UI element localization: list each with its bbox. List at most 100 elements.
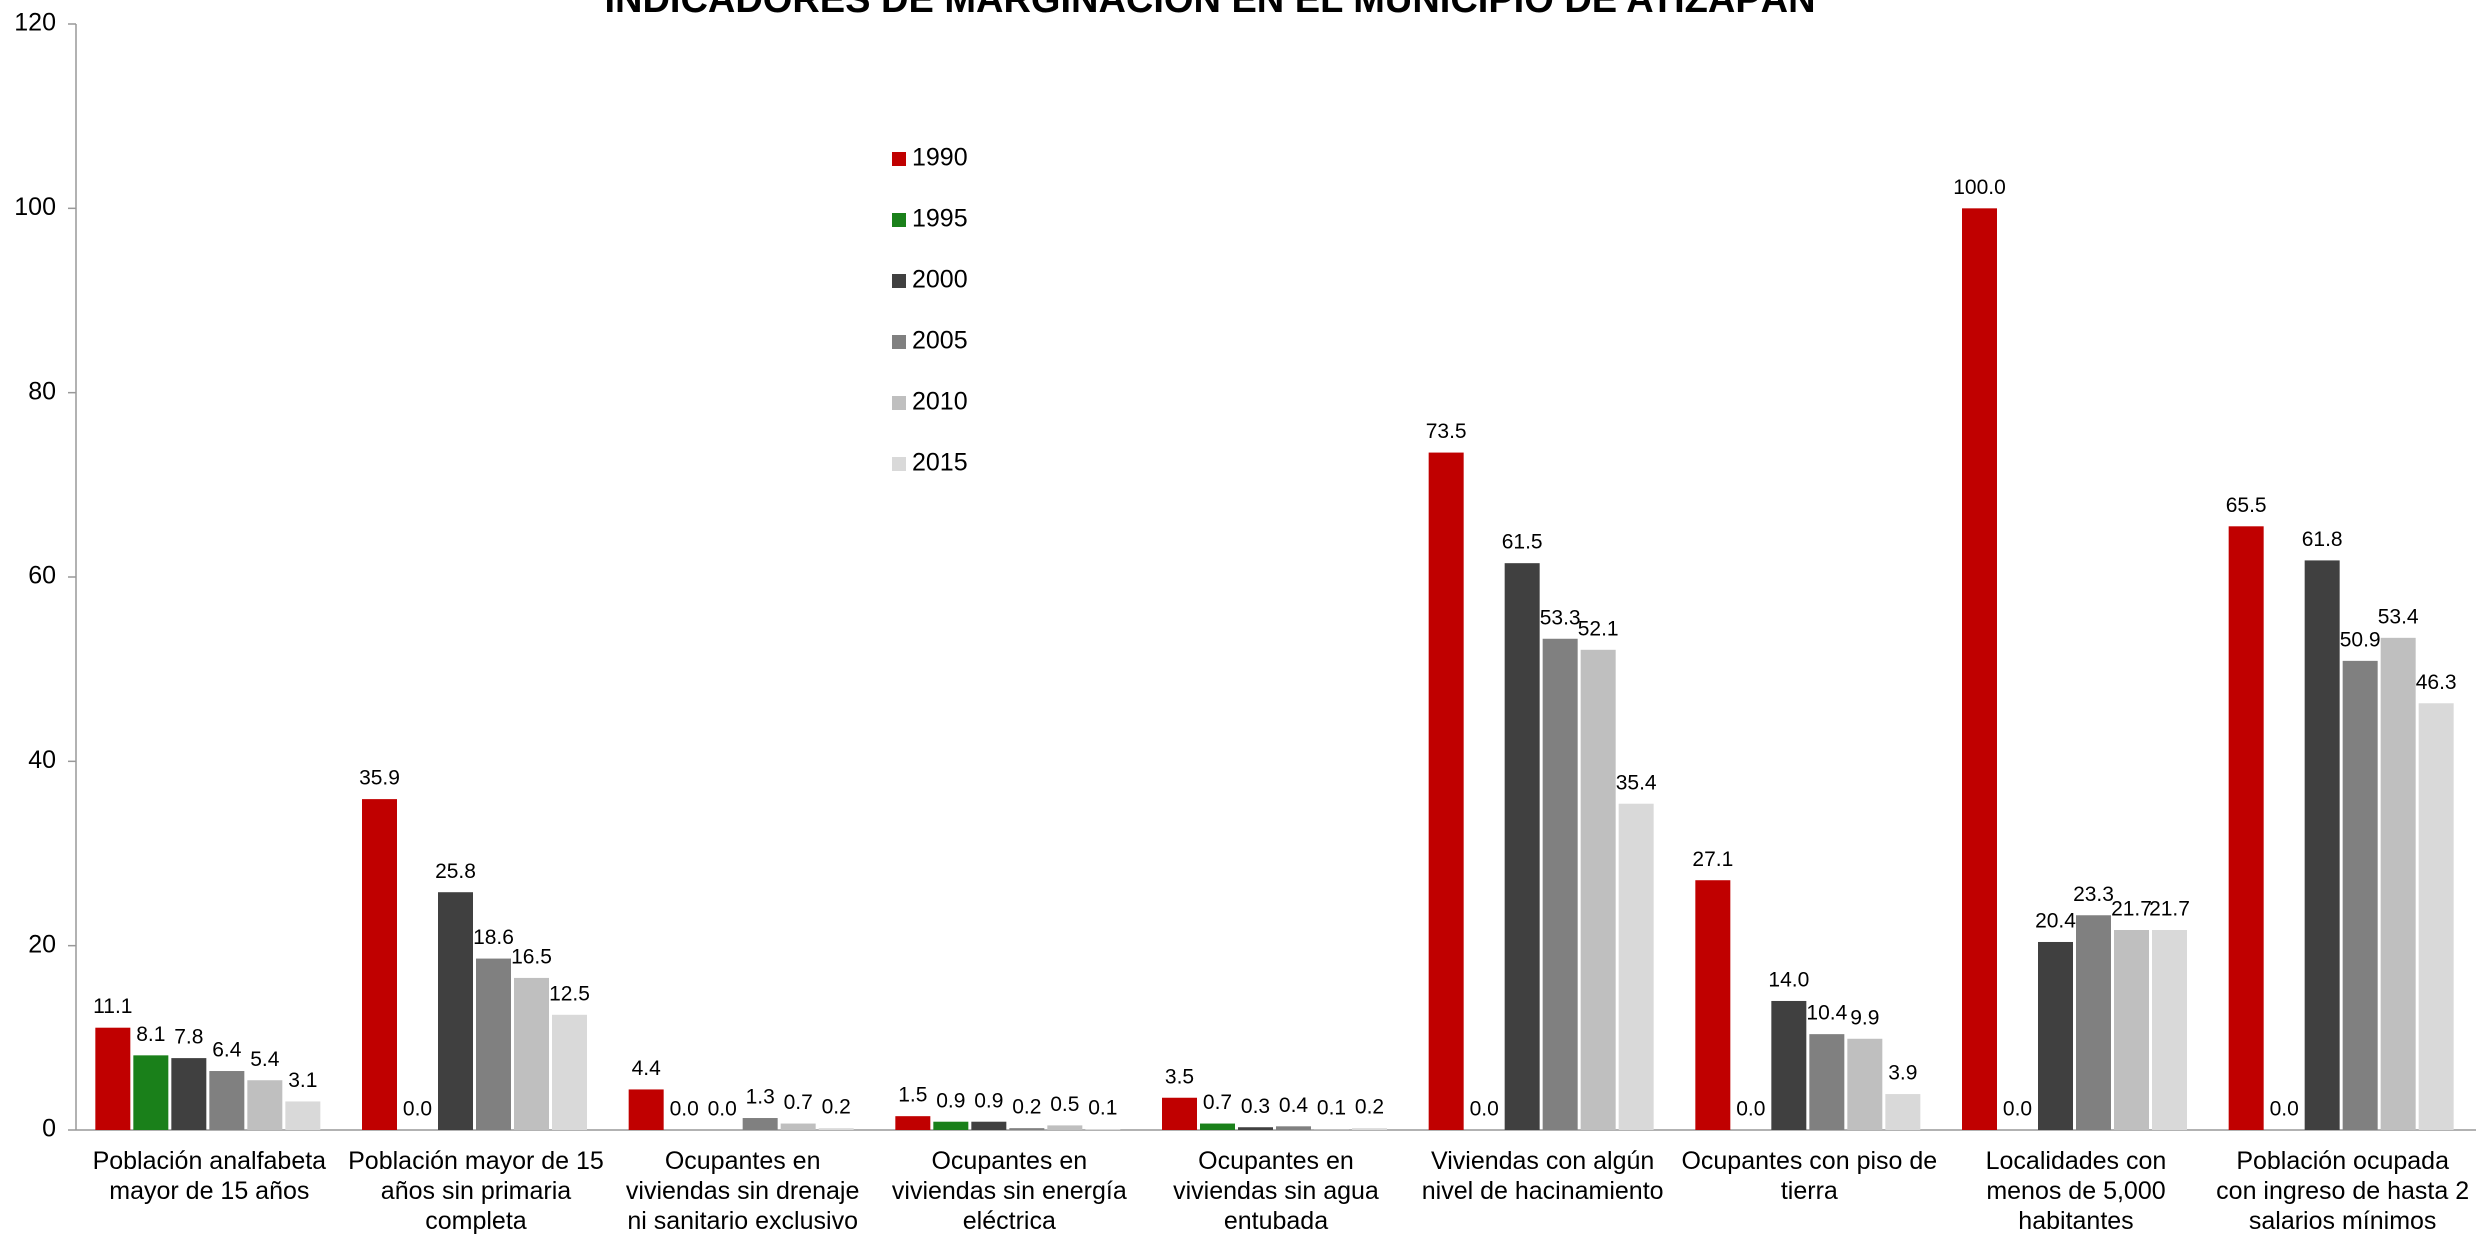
data-label: 0.4	[1279, 1094, 1309, 1117]
y-tick-label: 20	[28, 930, 56, 958]
legend-label: 1990	[912, 144, 968, 172]
data-label: 3.9	[1888, 1062, 1917, 1085]
x-tick-label: Ocupantes en viviendas sin agua entubada	[1173, 1147, 1379, 1235]
bar	[1238, 1127, 1273, 1130]
data-label: 61.8	[2302, 528, 2343, 551]
legend-swatch	[892, 213, 906, 227]
bar	[971, 1121, 1007, 1130]
legend-swatch	[892, 396, 906, 410]
legend-label: 2010	[912, 388, 968, 416]
bar	[1085, 1129, 1121, 1130]
bar	[2380, 637, 2416, 1130]
bar	[171, 1058, 207, 1130]
bar	[1200, 1123, 1235, 1130]
bar	[133, 1055, 169, 1130]
bar	[1618, 803, 1654, 1130]
bar	[2076, 915, 2111, 1130]
bar	[628, 1089, 664, 1130]
bar	[438, 892, 473, 1130]
data-label: 46.3	[2416, 671, 2457, 694]
legend-swatch	[892, 152, 906, 166]
data-label: 65.5	[2226, 494, 2267, 517]
data-label: 0.2	[1355, 1096, 1384, 1119]
legend-swatch	[892, 274, 906, 288]
bar	[95, 1027, 131, 1130]
bar	[2152, 929, 2187, 1130]
data-label: 61.5	[1502, 531, 1543, 554]
bar	[933, 1121, 969, 1130]
legend-label: 2015	[912, 449, 968, 477]
bar	[1962, 208, 1997, 1131]
bar	[1771, 1000, 1807, 1130]
bar	[1428, 452, 1464, 1130]
data-label: 21.7	[2149, 898, 2190, 921]
data-label: 0.0	[403, 1098, 432, 1121]
bar	[1162, 1097, 1197, 1130]
data-label: 7.8	[174, 1026, 203, 1049]
data-label: 0.0	[1736, 1098, 1765, 1121]
data-label: 0.2	[1012, 1096, 1041, 1119]
data-label: 53.4	[2378, 605, 2419, 628]
data-label: 0.3	[1241, 1095, 1270, 1118]
bar	[1580, 649, 1616, 1130]
data-label: 0.0	[1470, 1098, 1499, 1121]
data-label: 73.5	[1426, 420, 1467, 443]
data-label: 100.0	[1953, 176, 2006, 199]
bar	[1847, 1038, 1883, 1130]
bar	[362, 799, 397, 1130]
data-label: 0.5	[1050, 1093, 1079, 1116]
bar	[742, 1118, 778, 1130]
data-label: 0.0	[2270, 1098, 2299, 1121]
bar	[2228, 526, 2264, 1130]
x-tick-label: Ocupantes en viviendas sin drenaje ni sa…	[625, 1147, 860, 1235]
data-label: 27.1	[1692, 848, 1733, 871]
data-label: 5.4	[250, 1048, 280, 1071]
bar	[1809, 1034, 1845, 1130]
data-label: 20.4	[2035, 910, 2076, 933]
data-label: 0.0	[2003, 1098, 2032, 1121]
bar	[1314, 1129, 1349, 1130]
bar	[780, 1123, 816, 1130]
data-label: 6.4	[212, 1039, 242, 1062]
bar	[514, 977, 549, 1130]
data-label: 11.1	[93, 995, 132, 1018]
data-label: 0.2	[822, 1096, 851, 1119]
bar	[1695, 880, 1731, 1130]
data-label: 53.3	[1540, 606, 1581, 629]
data-label: 10.4	[1806, 1002, 1847, 1025]
bar	[1009, 1128, 1045, 1130]
bar	[818, 1128, 854, 1130]
data-label: 16.5	[511, 945, 552, 968]
legend-label: 2000	[912, 266, 968, 294]
data-label: 50.9	[2340, 628, 2381, 651]
data-label: 0.7	[1203, 1091, 1232, 1114]
data-label: 35.9	[359, 767, 400, 790]
data-label: 21.7	[2111, 898, 2152, 921]
y-tick-label: 40	[28, 746, 56, 774]
bar	[1276, 1126, 1311, 1130]
x-tick-label: Población mayor de 15 años sin primaria …	[348, 1147, 604, 1235]
bar	[2114, 929, 2149, 1130]
data-label: 1.5	[898, 1084, 927, 1107]
data-label: 1.3	[746, 1086, 775, 1109]
data-label: 0.1	[1088, 1097, 1117, 1120]
bar	[2342, 660, 2378, 1130]
data-label: 12.5	[549, 982, 590, 1005]
data-label: 23.3	[2073, 883, 2114, 906]
legend-swatch	[892, 335, 906, 349]
bar	[2304, 560, 2340, 1130]
bar	[247, 1080, 283, 1130]
data-label: 0.0	[708, 1098, 737, 1121]
bar	[2038, 941, 2073, 1130]
x-tick-label: Población ocupada con ingreso de hasta 2…	[2216, 1147, 2470, 1235]
data-label: 25.8	[435, 860, 476, 883]
data-label: 4.4	[632, 1057, 662, 1080]
bar	[1542, 638, 1578, 1130]
y-tick-label: 60	[28, 562, 56, 590]
x-tick-label: Viviendas con algún nivel de hacinamient…	[1421, 1147, 1664, 1205]
legend-swatch	[892, 457, 906, 471]
legend-label: 1995	[912, 205, 968, 233]
bar	[209, 1071, 245, 1130]
data-label: 3.1	[288, 1069, 317, 1092]
